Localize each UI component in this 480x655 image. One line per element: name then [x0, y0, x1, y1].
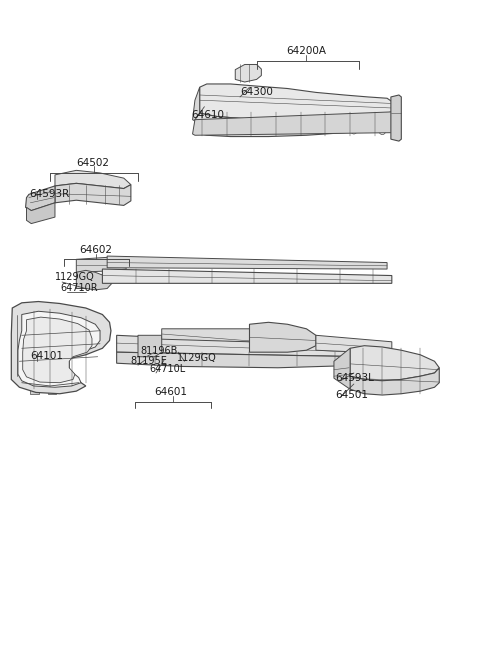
Bar — [118, 189, 123, 196]
Polygon shape — [18, 311, 100, 387]
Bar — [110, 189, 116, 196]
Text: 64601: 64601 — [155, 387, 188, 397]
Polygon shape — [235, 64, 261, 82]
Text: 64101: 64101 — [30, 351, 63, 362]
Bar — [30, 387, 39, 394]
Bar — [397, 365, 408, 375]
Polygon shape — [117, 352, 363, 367]
Polygon shape — [102, 269, 392, 284]
Polygon shape — [350, 367, 439, 395]
Text: 64200A: 64200A — [287, 46, 326, 56]
Polygon shape — [162, 329, 311, 350]
Text: 81196B: 81196B — [140, 346, 178, 356]
Text: 81195E: 81195E — [130, 356, 167, 366]
Bar — [417, 365, 427, 375]
Polygon shape — [192, 87, 200, 121]
Text: 64710R: 64710R — [60, 283, 98, 293]
Text: 1129GQ: 1129GQ — [178, 352, 217, 363]
Polygon shape — [316, 335, 392, 354]
Polygon shape — [12, 301, 111, 394]
Polygon shape — [138, 335, 162, 357]
Text: 1129GQ: 1129GQ — [55, 272, 95, 282]
Polygon shape — [23, 317, 92, 383]
Text: 64502: 64502 — [76, 159, 109, 168]
Polygon shape — [117, 335, 363, 357]
Polygon shape — [192, 112, 392, 136]
Bar — [360, 365, 370, 375]
Polygon shape — [195, 112, 392, 136]
Bar — [379, 365, 389, 375]
Text: 64593L: 64593L — [335, 373, 374, 383]
Bar — [140, 339, 149, 348]
Bar — [97, 261, 111, 271]
Text: 64602: 64602 — [79, 245, 112, 255]
Polygon shape — [55, 170, 131, 189]
Polygon shape — [107, 256, 387, 269]
Polygon shape — [391, 95, 401, 141]
Polygon shape — [200, 84, 392, 120]
Text: 64501: 64501 — [335, 390, 368, 400]
Text: 64610: 64610 — [192, 109, 225, 120]
Polygon shape — [26, 203, 55, 223]
Bar — [48, 387, 56, 394]
Bar — [109, 186, 124, 198]
Polygon shape — [25, 186, 55, 211]
Polygon shape — [250, 322, 316, 352]
Bar — [81, 261, 95, 271]
Polygon shape — [55, 183, 131, 206]
Text: 64300: 64300 — [240, 87, 273, 97]
Polygon shape — [76, 257, 126, 272]
Bar — [78, 276, 87, 286]
Polygon shape — [76, 271, 112, 290]
Bar — [151, 339, 159, 348]
Polygon shape — [334, 348, 350, 389]
Text: 64593R: 64593R — [29, 189, 69, 199]
Polygon shape — [350, 346, 439, 381]
Text: 64710L: 64710L — [149, 364, 185, 374]
